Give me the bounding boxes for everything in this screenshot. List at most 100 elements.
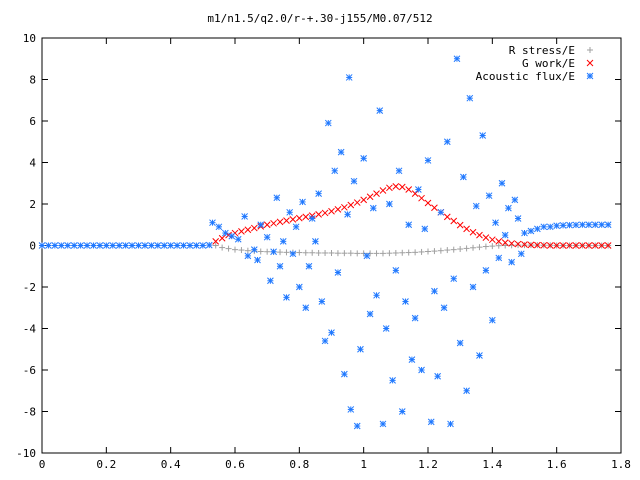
data-point xyxy=(331,167,339,175)
data-point xyxy=(373,250,380,257)
data-point xyxy=(482,267,490,274)
data-point xyxy=(270,248,277,256)
x-tick-label: 0 xyxy=(39,458,46,471)
data-point xyxy=(469,228,477,236)
y-tick-label: 0 xyxy=(29,240,36,253)
data-point xyxy=(309,249,316,256)
data-point xyxy=(322,249,329,256)
x-tick-label: 1.8 xyxy=(611,458,631,471)
data-point xyxy=(324,119,332,127)
data-point xyxy=(215,223,223,231)
data-point xyxy=(350,177,358,185)
data-point xyxy=(267,277,274,285)
data-point xyxy=(334,269,342,276)
data-point xyxy=(534,225,541,233)
x-tick-label: 0.4 xyxy=(161,458,181,471)
data-point xyxy=(302,304,310,312)
data-point xyxy=(70,242,78,249)
data-point xyxy=(276,262,284,270)
legend-label: Acoustic flux/E xyxy=(476,70,575,83)
x-tick-label: 0.8 xyxy=(289,458,309,471)
data-point xyxy=(289,216,297,223)
data-point xyxy=(353,422,361,430)
data-point xyxy=(405,186,413,193)
data-point xyxy=(488,236,496,244)
data-point xyxy=(366,193,374,201)
data-point xyxy=(295,283,303,291)
data-point xyxy=(392,249,399,256)
data-point xyxy=(263,233,271,241)
data-point xyxy=(479,132,487,139)
data-point xyxy=(257,221,265,229)
data-marks xyxy=(38,55,612,430)
data-point xyxy=(321,337,329,345)
y-tick-label: -2 xyxy=(23,281,36,294)
data-point xyxy=(546,223,554,231)
chart-title: m1/n1.5/q2.0/r-+.30-j155/M0.07/512 xyxy=(207,12,432,25)
data-point xyxy=(57,242,65,249)
data-point xyxy=(398,183,406,191)
data-point xyxy=(482,234,490,241)
data-point xyxy=(579,221,586,229)
data-point xyxy=(360,250,367,257)
data-point xyxy=(225,245,232,252)
data-point xyxy=(244,252,252,260)
data-point xyxy=(386,184,393,192)
data-point xyxy=(345,74,353,81)
data-point xyxy=(312,237,319,245)
data-point xyxy=(186,242,194,249)
data-point xyxy=(501,239,509,246)
data-point xyxy=(244,226,252,234)
data-point xyxy=(135,242,142,249)
data-point xyxy=(180,242,187,249)
data-point xyxy=(460,173,467,181)
data-point xyxy=(64,242,72,249)
data-point xyxy=(328,249,335,256)
data-point xyxy=(379,250,386,257)
data-point xyxy=(250,246,258,254)
data-point xyxy=(347,250,354,257)
data-point xyxy=(585,221,593,229)
data-point xyxy=(534,241,541,249)
data-point xyxy=(476,231,483,239)
data-point xyxy=(411,314,419,322)
data-point xyxy=(431,287,438,295)
data-point xyxy=(492,219,499,227)
data-point xyxy=(425,248,431,255)
legend-marker xyxy=(587,47,593,53)
data-point xyxy=(514,240,522,248)
data-point xyxy=(444,247,451,254)
data-point xyxy=(277,249,284,256)
data-point xyxy=(502,242,509,249)
data-point xyxy=(302,213,310,221)
data-point xyxy=(457,246,464,253)
data-point xyxy=(270,219,277,227)
data-point xyxy=(521,229,528,237)
data-point xyxy=(440,304,448,312)
data-point xyxy=(431,248,438,255)
data-point xyxy=(498,179,506,187)
data-point xyxy=(347,201,355,209)
data-point xyxy=(508,240,515,247)
data-point xyxy=(357,345,364,353)
data-point xyxy=(90,242,97,249)
data-point xyxy=(585,242,593,249)
data-point xyxy=(386,200,393,208)
data-point xyxy=(228,232,236,240)
data-point xyxy=(376,107,384,114)
data-point xyxy=(209,219,216,227)
data-point xyxy=(219,244,226,251)
data-point xyxy=(517,250,525,258)
data-point xyxy=(250,224,258,232)
data-point xyxy=(579,242,586,249)
data-point xyxy=(367,250,374,257)
data-point xyxy=(463,225,470,233)
data-point xyxy=(366,310,374,318)
data-point xyxy=(559,222,567,229)
data-point xyxy=(489,243,496,250)
data-point xyxy=(382,325,390,332)
data-point xyxy=(334,250,341,257)
data-point xyxy=(604,221,612,229)
